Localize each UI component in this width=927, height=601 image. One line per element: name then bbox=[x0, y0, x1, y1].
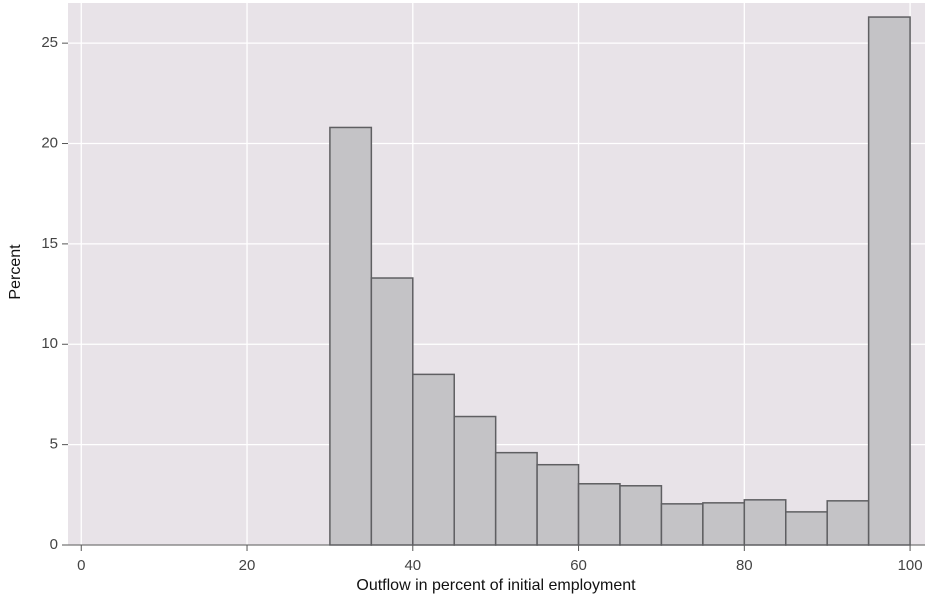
bar bbox=[826, 500, 870, 546]
bar bbox=[743, 499, 787, 546]
x-tick-label: 20 bbox=[239, 557, 256, 574]
x-tick-label: 100 bbox=[898, 557, 923, 574]
bar bbox=[412, 373, 455, 546]
x-axis-title: Outflow in percent of initial employment bbox=[356, 577, 636, 594]
bar bbox=[329, 126, 373, 546]
bar bbox=[494, 451, 538, 546]
y-tick-label: 15 bbox=[41, 235, 58, 252]
x-tick-label: 80 bbox=[736, 557, 753, 574]
bar bbox=[702, 502, 746, 546]
y-tick-label: 10 bbox=[41, 335, 58, 352]
x-tick-label: 40 bbox=[404, 557, 421, 574]
y-tick-label: 20 bbox=[41, 134, 58, 151]
bar bbox=[867, 16, 911, 546]
y-tick-label: 5 bbox=[50, 436, 58, 453]
x-tick-label: 60 bbox=[570, 557, 587, 574]
bar bbox=[536, 463, 580, 546]
y-tick-label: 0 bbox=[50, 536, 58, 553]
bar bbox=[619, 485, 663, 546]
bar bbox=[785, 511, 828, 546]
y-axis-title: Percent bbox=[7, 244, 24, 300]
bar bbox=[660, 503, 704, 546]
x-tick-label: 0 bbox=[77, 557, 85, 574]
bar bbox=[577, 483, 621, 546]
bar bbox=[370, 277, 414, 546]
y-tick-label: 25 bbox=[41, 34, 58, 51]
bar bbox=[453, 415, 497, 546]
